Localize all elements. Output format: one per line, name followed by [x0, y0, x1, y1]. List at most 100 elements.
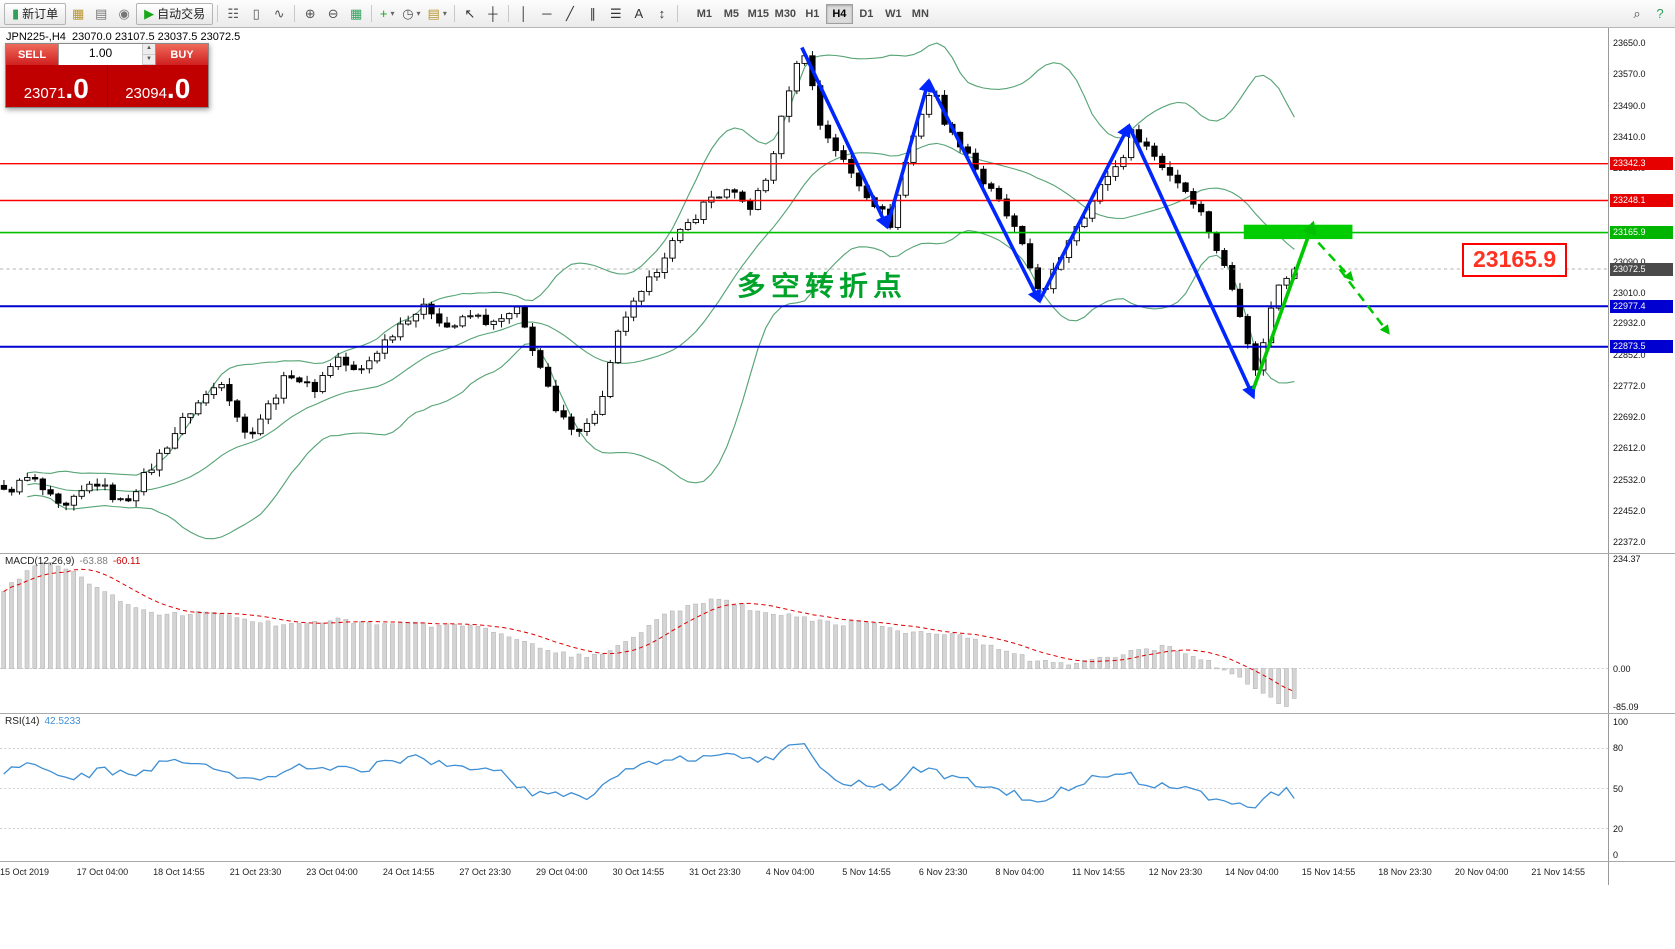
toolbar-separator [294, 5, 296, 22]
bollinger-bands [27, 42, 1295, 540]
trade-panel-divider [106, 65, 108, 107]
arrows-button[interactable]: ↕ [651, 3, 673, 25]
fibonacci-button[interactable]: ☰ [605, 3, 627, 25]
charts-window-button[interactable]: ▦ [67, 3, 89, 25]
blue-trend-arrow[interactable] [926, 79, 1041, 304]
price-axis-label: 22372.0 [1613, 537, 1646, 547]
text-icon: A [634, 6, 644, 21]
dropdown-arrow-icon: ▾ [442, 9, 447, 18]
bottom-margin [0, 885, 1675, 949]
bar-chart-type-icon: ☷ [227, 6, 240, 21]
timeframe-mn-button[interactable]: MN [907, 4, 934, 24]
text-button[interactable]: A [628, 3, 650, 25]
macd-axis-label: -85.09 [1613, 702, 1639, 712]
timeframe-d1-button[interactable]: D1 [853, 4, 880, 24]
toolbar-left-group: ▮ 新订单 ▦ ▤ ◉ ▶ 自动交易 ☷ ▯ ∿ ⊕ ⊖ ▦ + ▾ ◷ ▾ ▤ ▾ ↖ ┼ │ ─ ╱ ∥ ☰ A ↕ [4, 2, 681, 25]
search-button[interactable]: ⌕ [1626, 3, 1648, 25]
price-axis: 23650.023570.023490.023410.023330.023090… [1608, 28, 1675, 553]
volume-down-button[interactable]: ▼ [143, 54, 155, 65]
candlestick-chart-type-button[interactable]: ▯ [245, 3, 267, 25]
cursor-button[interactable]: ↖ [459, 3, 481, 25]
sell-button[interactable]: SELL [6, 44, 58, 65]
price-axis-tag: 23248.1 [1610, 194, 1673, 207]
green-dashed-arrow[interactable] [1317, 241, 1354, 282]
time-axis-label: 8 Nov 04:00 [995, 867, 1044, 877]
turning-point-price-label[interactable]: 23165.9 [1462, 243, 1568, 277]
indicators-icon: + [379, 6, 388, 21]
vertical-line-button[interactable]: │ [513, 3, 535, 25]
timeframe-m15-button[interactable]: M15 [745, 4, 772, 24]
blue-trend-arrow[interactable] [1037, 123, 1131, 302]
blue-trend-arrow[interactable] [885, 78, 933, 228]
auto-trading-icon: ▶ [144, 6, 155, 21]
toolbar-separator [676, 5, 678, 22]
templates-button[interactable]: ▤ ▾ [425, 3, 450, 25]
time-axis-label: 31 Oct 23:30 [689, 867, 741, 877]
time-axis-label: 14 Nov 04:00 [1225, 867, 1279, 877]
tile-windows-button[interactable]: ▦ [345, 3, 367, 25]
rsi-panel: RSI(14) 42.5233 100 80 50 20 0 [0, 713, 1675, 861]
price-chart-canvas[interactable]: 多空转折点 [0, 28, 1608, 553]
timeframe-h1-button[interactable]: H1 [799, 4, 826, 24]
channel-button[interactable]: ∥ [582, 3, 604, 25]
price-axis-label: 22932.0 [1613, 318, 1646, 328]
macd-value: -63.88 [79, 556, 108, 567]
bar-chart-type-button[interactable]: ☷ [222, 3, 244, 25]
time-axis-label: 11 Nov 14:55 [1072, 867, 1125, 877]
price-chart-plot: 多空转折点 JPN225-,H4 23070.0 23107.5 23037.5… [0, 28, 1608, 553]
zoom-in-icon: ⊕ [304, 6, 316, 21]
green-dashed-arrow[interactable] [1338, 268, 1390, 335]
zoom-out-button[interactable]: ⊖ [322, 3, 344, 25]
price-axis-tag: 22873.5 [1610, 340, 1673, 353]
time-axis-label: 27 Oct 23:30 [459, 867, 511, 877]
line-chart-type-button[interactable]: ∿ [268, 3, 290, 25]
sell-price[interactable]: 23071.0 [6, 65, 107, 107]
auto-trading-button[interactable]: ▶ 自动交易 [136, 2, 214, 25]
price-axis-label: 22772.0 [1613, 381, 1646, 391]
dropdown-arrow-icon: ▾ [390, 9, 395, 18]
help-icon: ? [1656, 6, 1664, 21]
blue-trend-arrow[interactable] [1127, 124, 1256, 400]
fibonacci-icon: ☰ [610, 6, 622, 21]
time-axis-label: 5 Nov 14:55 [842, 867, 891, 877]
zoom-in-button[interactable]: ⊕ [299, 3, 321, 25]
green-up-arrow[interactable] [1251, 220, 1317, 390]
price-axis-label: 22612.0 [1613, 443, 1646, 453]
rsi-axis-label: 0 [1613, 850, 1619, 860]
horizontal-line-button[interactable]: ─ [536, 3, 558, 25]
volume-input[interactable]: 1.00 [88, 46, 113, 60]
trendline-icon: ╱ [565, 6, 574, 21]
alerts-button[interactable]: ◉ [113, 3, 135, 25]
macd-signal-value: -60.11 [112, 556, 141, 567]
volume-up-button[interactable]: ▲ [143, 44, 155, 55]
turning-point-note[interactable]: 多空转折点 [737, 270, 907, 301]
resistance-zone-rect[interactable] [1243, 224, 1353, 240]
sell-price-main: 23071 [23, 85, 66, 102]
timeframe-w1-button[interactable]: W1 [880, 4, 907, 24]
price-axis-label: 22452.0 [1613, 506, 1646, 516]
crosshair-button[interactable]: ┼ [482, 3, 504, 25]
new-order-button[interactable]: ▮ 新订单 [4, 2, 67, 25]
buy-button[interactable]: BUY [156, 44, 208, 65]
dropdown-arrow-icon: ▾ [416, 9, 421, 18]
timeframe-m30-button[interactable]: M30 [772, 4, 799, 24]
buy-price[interactable]: 23094.0 [108, 65, 209, 107]
timeframe-m5-button[interactable]: M5 [718, 4, 745, 24]
timeframe-toolbar: M1 M5 M15 M30 H1 H4 D1 W1 MN [691, 3, 934, 24]
timeframe-m1-button[interactable]: M1 [691, 4, 718, 24]
indicators-button[interactable]: + ▾ [376, 3, 398, 25]
buy-price-main: 23094 [125, 85, 167, 102]
macd-canvas[interactable] [0, 554, 1608, 713]
vertical-line-icon: │ [519, 6, 528, 21]
profiles-button[interactable]: ▤ [90, 3, 112, 25]
price-axis-label: 22532.0 [1613, 475, 1646, 485]
rsi-axis-label: 20 [1613, 824, 1624, 834]
help-button[interactable]: ? [1649, 3, 1671, 25]
trendline-button[interactable]: ╱ [559, 3, 581, 25]
rsi-canvas[interactable] [0, 714, 1608, 861]
periods-button[interactable]: ◷ ▾ [399, 3, 423, 25]
timeframe-h4-button[interactable]: H4 [825, 3, 853, 24]
cursor-icon: ↖ [464, 6, 476, 21]
blue-trend-arrow[interactable] [800, 46, 889, 230]
rsi-axis: 100 80 50 20 0 [1608, 714, 1675, 861]
